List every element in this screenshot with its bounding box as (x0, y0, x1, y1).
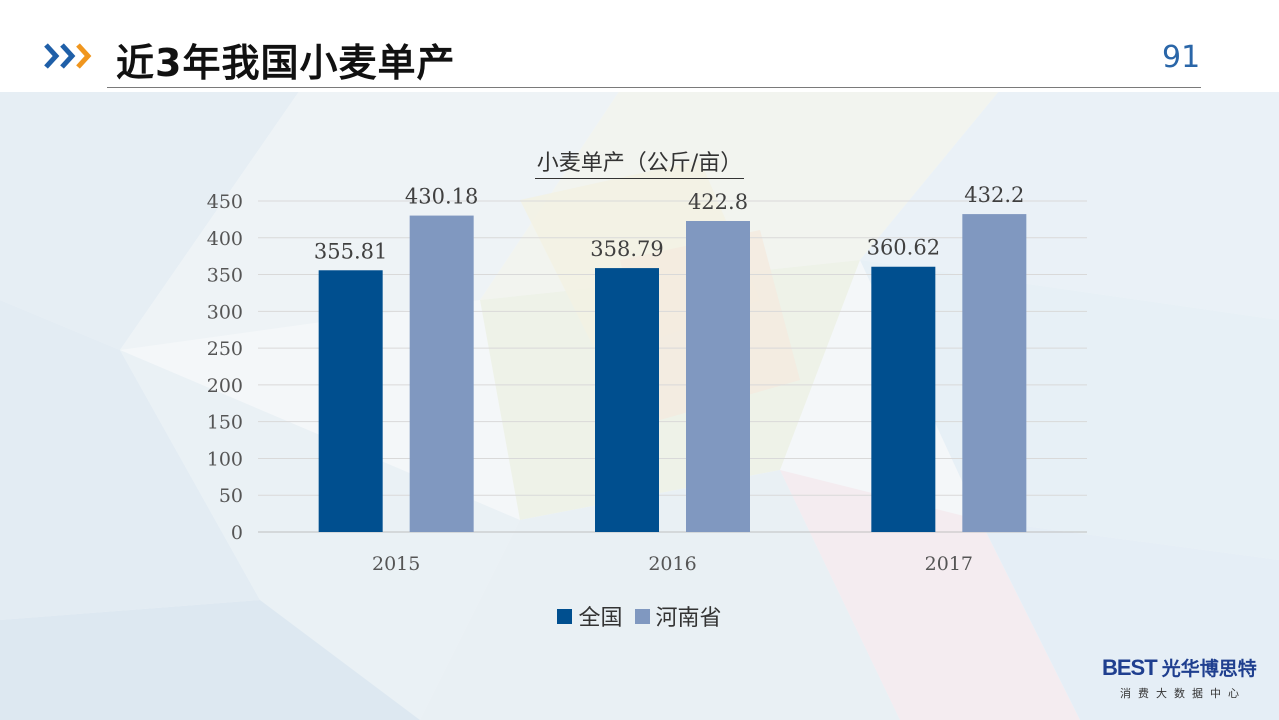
x-tick-label: 2015 (372, 553, 420, 575)
bar (409, 215, 474, 532)
chart-title-text: 小麦单产（公斤/亩） (534, 151, 745, 179)
bar (686, 221, 750, 532)
y-tick-label: 50 (219, 485, 243, 507)
logo-subtitle: 消费大数据中心 (1120, 687, 1246, 700)
bar (318, 270, 383, 532)
y-tick-label: 400 (207, 228, 243, 250)
legend-item-henan: 河南省 (634, 600, 722, 632)
x-tick-label: 2017 (925, 553, 973, 575)
legend-item-national: 全国 (557, 600, 623, 632)
brand-logo: BEST 光华博思特 消费大数据中心 (1102, 654, 1262, 704)
data-label: 430.18 (405, 185, 478, 209)
logo-best-text: BEST (1102, 654, 1158, 680)
y-tick-label: 0 (231, 522, 243, 544)
legend-swatch-henan (634, 608, 650, 624)
chart-title: 小麦单产（公斤/亩） (0, 145, 1279, 179)
chevron-right-icon (44, 43, 92, 69)
bar (962, 214, 1027, 532)
data-label: 432.2 (964, 183, 1024, 207)
y-tick-label: 300 (207, 301, 243, 323)
data-label: 360.62 (867, 236, 940, 260)
slide-title: 近3年我国小麦单产 (116, 41, 456, 85)
legend-label-national: 全国 (578, 606, 623, 631)
bar (595, 268, 659, 532)
slide-header: 近3年我国小麦单产 91 (0, 0, 1279, 92)
y-tick-label: 250 (207, 338, 243, 360)
legend-label-henan: 河南省 (655, 606, 722, 631)
header-divider (107, 87, 1201, 88)
logo-brand-cn: 光华博思特 (1161, 658, 1257, 680)
data-label: 358.79 (590, 237, 663, 261)
bar (871, 266, 936, 532)
y-tick-label: 350 (207, 265, 243, 287)
page-number: 91 (1162, 40, 1201, 75)
x-tick-label: 2016 (648, 553, 696, 575)
chart-legend: 全国 河南省 (0, 600, 1279, 632)
y-tick-label: 200 (207, 375, 243, 397)
y-tick-label: 100 (207, 448, 243, 470)
y-tick-label: 450 (207, 191, 243, 213)
data-label: 355.81 (314, 239, 387, 263)
legend-swatch-national (557, 608, 573, 624)
y-tick-label: 150 (207, 412, 243, 434)
data-label: 422.8 (688, 190, 748, 214)
